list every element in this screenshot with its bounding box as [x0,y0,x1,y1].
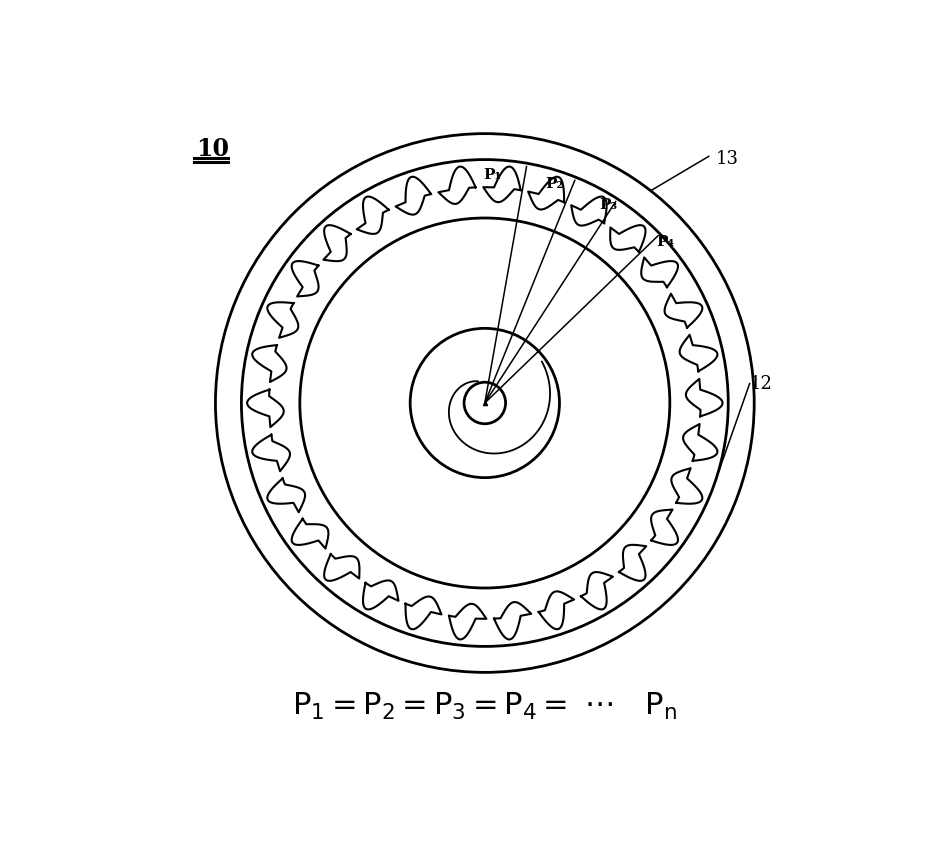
Text: P₂: P₂ [546,177,564,191]
Text: 12: 12 [749,374,773,393]
Text: P₄: P₄ [657,235,674,250]
Text: P₁: P₁ [483,168,501,181]
Text: P₃: P₃ [600,198,618,212]
Text: 10: 10 [196,137,229,161]
Text: 13: 13 [715,150,738,168]
Text: $\mathrm{P_1=P_2=P_3=P_4=\ \cdots\ \ \ P_n}$: $\mathrm{P_1=P_2=P_3=P_4=\ \cdots\ \ \ P… [292,690,677,722]
